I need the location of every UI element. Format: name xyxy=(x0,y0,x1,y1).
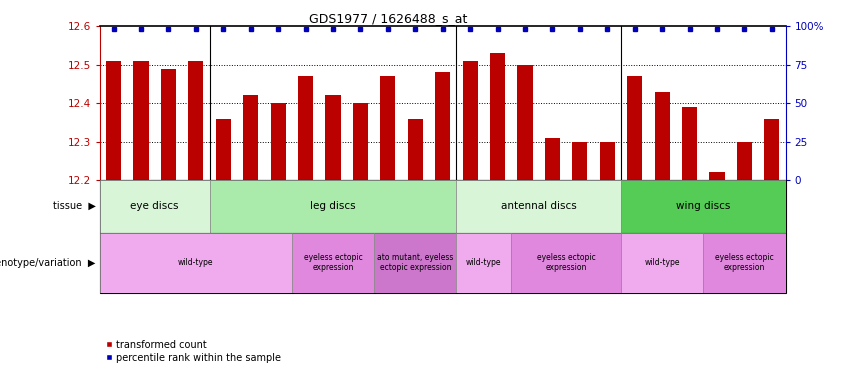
Bar xyxy=(490,53,505,180)
Text: wing discs: wing discs xyxy=(676,201,731,211)
Text: eye discs: eye discs xyxy=(130,201,179,211)
Text: antennal discs: antennal discs xyxy=(501,201,576,211)
Bar xyxy=(703,232,786,292)
Text: wild-type: wild-type xyxy=(644,258,680,267)
Legend: transformed count, percentile rank within the sample: transformed count, percentile rank withi… xyxy=(105,340,281,363)
Text: eyeless ectopic
expression: eyeless ectopic expression xyxy=(304,253,362,272)
Bar xyxy=(737,141,752,180)
Bar xyxy=(353,103,368,180)
Bar xyxy=(511,232,621,292)
Bar xyxy=(654,92,669,180)
Bar xyxy=(709,172,725,180)
Title: GDS1977 / 1626488_s_at: GDS1977 / 1626488_s_at xyxy=(309,12,467,25)
Bar xyxy=(463,61,477,180)
Bar xyxy=(106,61,121,180)
Text: wild-type: wild-type xyxy=(178,258,214,267)
Text: ato mutant, eyeless
ectopic expression: ato mutant, eyeless ectopic expression xyxy=(377,253,453,272)
Bar xyxy=(682,107,697,180)
Bar xyxy=(298,76,313,180)
Bar xyxy=(292,232,374,292)
Bar xyxy=(100,232,292,292)
Bar xyxy=(380,76,395,180)
Bar xyxy=(161,69,176,180)
Bar xyxy=(517,64,532,180)
Text: tissue  ▶: tissue ▶ xyxy=(53,201,95,211)
Bar xyxy=(216,118,231,180)
Bar xyxy=(100,180,209,232)
Text: genotype/variation  ▶: genotype/variation ▶ xyxy=(0,258,95,267)
Bar xyxy=(408,118,423,180)
Bar xyxy=(765,118,779,180)
Bar xyxy=(600,141,615,180)
Bar xyxy=(435,72,450,180)
Bar xyxy=(457,180,621,232)
Bar xyxy=(188,61,203,180)
Bar xyxy=(326,95,340,180)
Bar xyxy=(134,61,148,180)
Text: eyeless ectopic
expression: eyeless ectopic expression xyxy=(536,253,595,272)
Bar xyxy=(271,103,286,180)
Bar xyxy=(374,232,457,292)
Bar xyxy=(545,138,560,180)
Bar xyxy=(621,180,786,232)
Text: eyeless ectopic
expression: eyeless ectopic expression xyxy=(715,253,773,272)
Bar xyxy=(628,76,642,180)
Bar xyxy=(457,232,511,292)
Bar xyxy=(209,180,457,232)
Bar xyxy=(572,141,588,180)
Bar xyxy=(243,95,258,180)
Text: leg discs: leg discs xyxy=(310,201,356,211)
Bar xyxy=(621,232,703,292)
Text: wild-type: wild-type xyxy=(466,258,502,267)
